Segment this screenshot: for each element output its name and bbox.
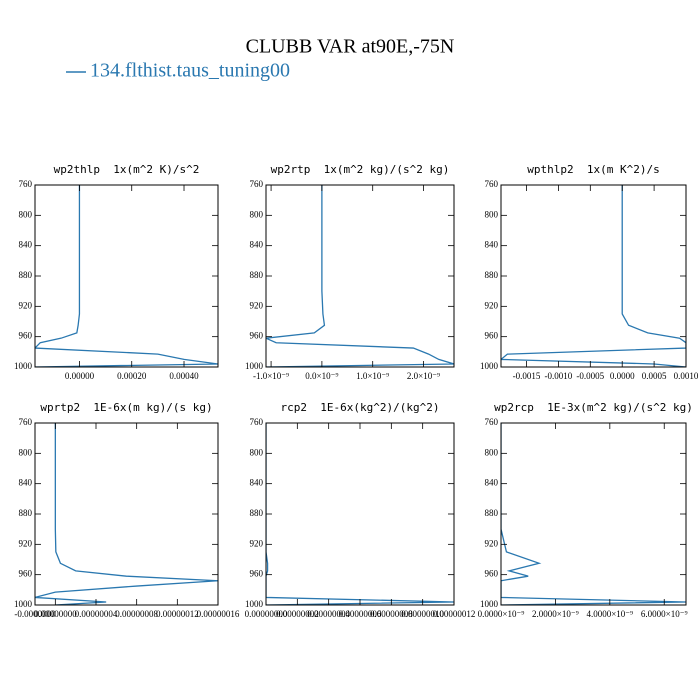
y-tick-label: 880 (250, 508, 264, 518)
y-tick-label: 960 (485, 331, 499, 341)
x-tick-label: 2.0×10⁻⁹ (407, 371, 440, 381)
y-tick-label: 840 (485, 478, 499, 488)
plot-frame (500, 184, 687, 368)
x-tick-label: 0.00000012 (433, 609, 476, 619)
y-tick-label: 760 (250, 417, 264, 427)
data-line (35, 423, 218, 605)
y-tick-label: 1000 (14, 599, 33, 609)
legend-label: 134.flthist.taus_tuning00 (90, 60, 290, 82)
y-tick-label: 920 (250, 300, 264, 310)
x-tick-label: 0.0×10⁻⁹ (305, 371, 338, 381)
x-tick-label: 0.00000016 (197, 609, 240, 619)
y-tick-label: 880 (19, 508, 33, 518)
x-tick-label: 0.00000004 (307, 609, 350, 619)
y-tick-label: 1000 (480, 599, 499, 609)
y-tick-label: 840 (250, 478, 264, 488)
data-line (35, 185, 218, 367)
y-tick-label: 840 (19, 240, 33, 250)
panel-title: wp2thlp 1x(m^2 K)/s^2 (54, 163, 200, 176)
x-tick-label: 0.00040 (169, 371, 199, 381)
data-line (501, 185, 686, 367)
plot-frame (34, 422, 219, 606)
x-tick-label: 2.0000×10⁻⁹ (532, 609, 579, 619)
x-tick-label: 4.0000×10⁻⁹ (586, 609, 633, 619)
x-tick-label: 0.00000012 (156, 609, 199, 619)
plot-frame (34, 184, 219, 368)
y-tick-label: 960 (485, 569, 499, 579)
x-tick-label: 0.00000000 (245, 609, 288, 619)
chart-title: CLUBB VAR at90E,-75N (246, 36, 455, 58)
panel-title: wp2rtp 1x(m^2 kg)/(s^2 kg) (271, 163, 450, 176)
x-tick-label: 0.00020 (117, 371, 147, 381)
x-tick-label: 0.00000004 (75, 609, 118, 619)
y-tick-label: 800 (19, 209, 33, 219)
y-tick-label: 920 (250, 538, 264, 548)
panel-title: wprtp2 1E-6x(m kg)/(s kg) (40, 401, 212, 414)
y-tick-label: 880 (485, 508, 499, 518)
x-tick-label: -1.0×10⁻⁹ (253, 371, 289, 381)
y-tick-label: 800 (485, 447, 499, 457)
plot-frame (265, 184, 455, 368)
y-tick-label: 960 (250, 331, 264, 341)
y-tick-label: 1000 (245, 599, 264, 609)
panel-title: wpthlp2 1x(m K^2)/s (527, 163, 659, 176)
y-tick-label: 760 (485, 179, 499, 189)
y-tick-label: 760 (19, 179, 33, 189)
y-tick-label: 760 (485, 417, 499, 427)
x-tick-label: -0.0005 (576, 371, 604, 381)
y-tick-label: 880 (19, 270, 33, 280)
y-tick-label: 800 (250, 447, 264, 457)
y-tick-label: 880 (485, 270, 499, 280)
x-tick-label: 0.0000 (610, 371, 635, 381)
x-tick-label: 0.00000006 (339, 609, 382, 619)
y-tick-label: 920 (19, 538, 33, 548)
x-tick-label: 6.0000×10⁻⁹ (641, 609, 688, 619)
y-tick-label: 960 (19, 569, 33, 579)
y-tick-label: 960 (19, 331, 33, 341)
panel-title: wp2rcp 1E-3x(m^2 kg)/(s^2 kg) (494, 401, 693, 414)
x-tick-label: 0.00000 (65, 371, 95, 381)
y-tick-label: 840 (485, 240, 499, 250)
data-line (501, 423, 686, 605)
panel-title: rcp2 1E-6x(kg^2)/(kg^2) (281, 401, 440, 414)
x-tick-label: 0.00000008 (370, 609, 413, 619)
y-tick-label: 920 (485, 300, 499, 310)
x-tick-label: 0.00000000 (34, 609, 77, 619)
x-tick-label: -0.0015 (513, 371, 541, 381)
y-tick-label: 840 (250, 240, 264, 250)
y-tick-label: 800 (250, 209, 264, 219)
y-tick-label: 1000 (245, 361, 264, 371)
x-tick-label: -0.0010 (545, 371, 573, 381)
y-tick-label: 760 (250, 179, 264, 189)
data-line (266, 423, 454, 605)
y-tick-label: 1000 (14, 361, 33, 371)
x-tick-label: 0.0005 (642, 371, 667, 381)
y-tick-label: 800 (19, 447, 33, 457)
y-tick-label: 920 (19, 300, 33, 310)
y-tick-label: 840 (19, 478, 33, 488)
x-tick-label: 0.0000×10⁻⁹ (478, 609, 525, 619)
x-tick-label: 0.00000008 (115, 609, 158, 619)
y-tick-label: 800 (485, 209, 499, 219)
y-tick-label: 1000 (480, 361, 499, 371)
x-tick-label: 0.0010 (674, 371, 699, 381)
y-tick-label: 920 (485, 538, 499, 548)
data-line (266, 185, 454, 367)
x-tick-label: 0.00000010 (401, 609, 444, 619)
y-tick-label: 880 (250, 270, 264, 280)
plot-frame (265, 422, 455, 606)
x-tick-label: 1.0×10⁻⁹ (356, 371, 389, 381)
x-tick-label: 0.00000002 (276, 609, 319, 619)
x-tick-label: -0.0000000 (14, 609, 56, 619)
plot-frame (500, 422, 687, 606)
y-tick-label: 960 (250, 569, 264, 579)
y-tick-label: 760 (19, 417, 33, 427)
